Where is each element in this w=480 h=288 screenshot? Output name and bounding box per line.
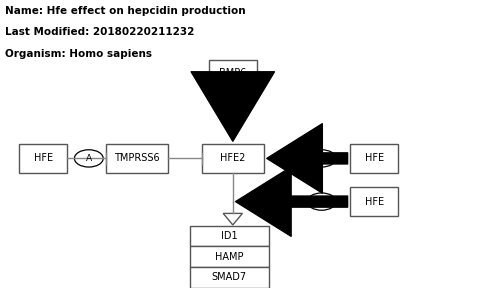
Text: HFE: HFE (365, 154, 384, 163)
FancyBboxPatch shape (202, 144, 264, 173)
Text: Organism: Homo sapiens: Organism: Homo sapiens (5, 49, 152, 59)
FancyBboxPatch shape (350, 187, 398, 216)
Text: HFE: HFE (34, 154, 53, 163)
Text: C: C (318, 197, 325, 206)
Text: BMP6: BMP6 (219, 69, 247, 78)
FancyBboxPatch shape (209, 60, 257, 86)
FancyBboxPatch shape (190, 267, 269, 288)
Circle shape (307, 150, 336, 167)
FancyBboxPatch shape (350, 144, 398, 173)
Text: SMAD7: SMAD7 (212, 272, 247, 282)
FancyBboxPatch shape (19, 144, 67, 173)
Text: HAMP: HAMP (215, 252, 243, 262)
Text: HFE2: HFE2 (220, 154, 245, 163)
Circle shape (307, 193, 336, 210)
Text: TMPRSS6: TMPRSS6 (114, 154, 160, 163)
Text: B: B (319, 154, 324, 163)
Text: HFE: HFE (365, 197, 384, 206)
Circle shape (74, 150, 103, 167)
FancyBboxPatch shape (190, 226, 269, 246)
Text: ID1: ID1 (221, 231, 238, 241)
Text: Name: Hfe effect on hepcidin production: Name: Hfe effect on hepcidin production (5, 6, 245, 16)
FancyBboxPatch shape (190, 246, 269, 267)
Text: Last Modified: 20180220211232: Last Modified: 20180220211232 (5, 27, 194, 37)
FancyBboxPatch shape (106, 144, 168, 173)
Text: A: A (86, 154, 92, 163)
